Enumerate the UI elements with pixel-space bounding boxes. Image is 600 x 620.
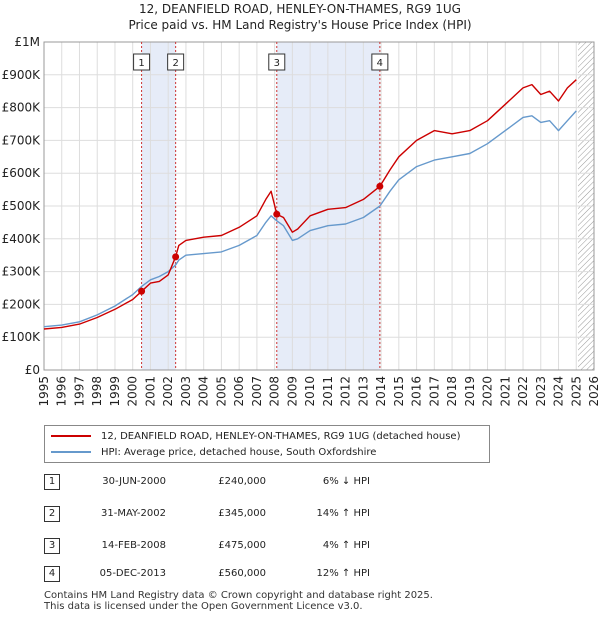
x-tick-label: 2023 <box>534 376 548 407</box>
sale-row: 1 30-JUN-2000 £240,000 6% ↓ HPI <box>0 474 600 494</box>
sale-hpi-diff: 6% ↓ HPI <box>322 476 370 487</box>
sale-hpi-diff: 14% ↑ HPI <box>316 508 370 519</box>
y-tick-label: £600K <box>2 166 42 180</box>
sale-marker-box <box>167 53 185 71</box>
x-tick-label: 2006 <box>232 376 246 407</box>
x-tick-label: 1995 <box>37 376 51 407</box>
y-tick-label: £700K <box>2 133 42 147</box>
footer: Contains HM Land Registry data © Crown c… <box>44 590 433 612</box>
sale-point <box>376 182 384 190</box>
x-tick-label: 2003 <box>179 376 193 407</box>
x-tick-label: 2011 <box>321 376 335 407</box>
y-tick-label: £900K <box>2 68 42 82</box>
plot-frame <box>43 41 595 371</box>
x-tick-label: 2014 <box>374 376 388 407</box>
sale-date: 14-FEB-2008 <box>101 540 166 551</box>
series-line-property <box>43 79 577 330</box>
legend: 12, DEANFIELD ROAD, HENLEY-ON-THAMES, RG… <box>44 425 490 463</box>
x-tick-label: 2020 <box>481 376 495 407</box>
y-tick-label: £500K <box>2 199 42 213</box>
x-tick-label: 1997 <box>72 376 86 407</box>
x-tick-label: 2017 <box>427 376 441 407</box>
sale-marker-label: 4 <box>377 58 383 69</box>
x-tick-label: 2025 <box>569 376 583 407</box>
legend-label-hpi: HPI: Average price, detached house, Sout… <box>101 446 377 458</box>
y-tick-label: £300K <box>2 265 42 279</box>
x-tick-label: 1998 <box>90 376 104 407</box>
x-tick-label: 2015 <box>392 376 406 407</box>
sale-price: £475,000 <box>218 540 266 551</box>
x-tick-label: 2002 <box>161 376 175 407</box>
x-tick-label: 2018 <box>445 376 459 407</box>
x-tick-label: 2024 <box>552 376 566 407</box>
sale-row: 4 05-DEC-2013 £560,000 12% ↑ HPI <box>0 566 600 586</box>
sale-point <box>273 210 281 218</box>
legend-item-property: 12, DEANFIELD ROAD, HENLEY-ON-THAMES, RG… <box>51 428 460 444</box>
y-tick-label: £400K <box>2 232 42 246</box>
y-tick-label: £200K <box>2 297 42 311</box>
sale-row: 2 31-MAY-2002 £345,000 14% ↑ HPI <box>0 506 600 526</box>
sale-date: 31-MAY-2002 <box>100 508 166 519</box>
x-tick-label: 2001 <box>143 376 157 407</box>
x-tick-label: 2004 <box>197 376 211 407</box>
x-tick-label: 2005 <box>214 376 228 407</box>
sale-price: £560,000 <box>218 568 266 579</box>
x-tick-label: 2016 <box>410 376 424 407</box>
sale-point <box>172 253 180 261</box>
footer-license: This data is licensed under the Open Gov… <box>44 601 363 612</box>
sale-marker-label: 2 <box>172 58 178 69</box>
legend-item-hpi: HPI: Average price, detached house, Sout… <box>51 444 376 460</box>
chart-title: 12, DEANFIELD ROAD, HENLEY-ON-THAMES, RG… <box>139 2 461 16</box>
x-tick-label: 1996 <box>55 376 69 407</box>
series-line-hpi <box>43 110 577 328</box>
chart-subtitle: Price paid vs. HM Land Registry's House … <box>128 18 472 32</box>
y-tick-label: £100K <box>2 330 42 344</box>
sale-marker-box <box>133 53 151 71</box>
footer-copyright: Contains HM Land Registry data © Crown c… <box>44 590 433 601</box>
x-tick-label: 2026 <box>587 376 600 407</box>
x-tick-label: 1999 <box>108 376 122 407</box>
x-tick-label: 2007 <box>250 376 264 407</box>
x-tick-label: 2022 <box>516 376 530 407</box>
sale-marker-label: 1 <box>138 58 144 69</box>
price-chart: £0 £100K £200K £300K £400K £500K £600K £700K £80… <box>2 35 600 407</box>
x-tick-label: 2013 <box>356 376 370 407</box>
x-tick-label: 2010 <box>303 376 317 407</box>
sale-row: 3 14-FEB-2008 £475,000 4% ↑ HPI <box>0 538 600 558</box>
sale-number: 4 <box>44 566 60 582</box>
legend-label-property: 12, DEANFIELD ROAD, HENLEY-ON-THAMES, RG… <box>101 430 461 442</box>
y-tick-label: £0 <box>25 363 40 377</box>
sale-date: 05-DEC-2013 <box>99 568 166 579</box>
sale-hpi-diff: 4% ↑ HPI <box>322 540 370 551</box>
sale-number: 2 <box>44 506 60 522</box>
x-tick-label: 2012 <box>339 376 353 407</box>
sale-price: £345,000 <box>218 508 266 519</box>
y-tick-label: £1M <box>14 35 40 49</box>
sale-marker-box <box>371 53 389 71</box>
sale-number: 3 <box>44 538 60 554</box>
sale-marker-label: 3 <box>274 58 280 69</box>
x-tick-label: 2009 <box>285 376 299 407</box>
legend-swatch-property <box>51 435 91 437</box>
sale-marker-box <box>268 53 286 71</box>
sale-hpi-diff: 12% ↑ HPI <box>316 568 370 579</box>
x-tick-label: 2008 <box>268 376 282 407</box>
y-tick-label: £800K <box>2 101 42 115</box>
sale-price: £240,000 <box>218 476 266 487</box>
x-tick-label: 2019 <box>463 376 477 407</box>
sale-date: 30-JUN-2000 <box>102 476 166 487</box>
sale-number: 1 <box>44 474 60 490</box>
x-tick-label: 2000 <box>126 376 140 407</box>
legend-swatch-hpi <box>51 451 91 453</box>
sale-point <box>138 287 146 295</box>
x-tick-label: 2021 <box>498 376 512 407</box>
